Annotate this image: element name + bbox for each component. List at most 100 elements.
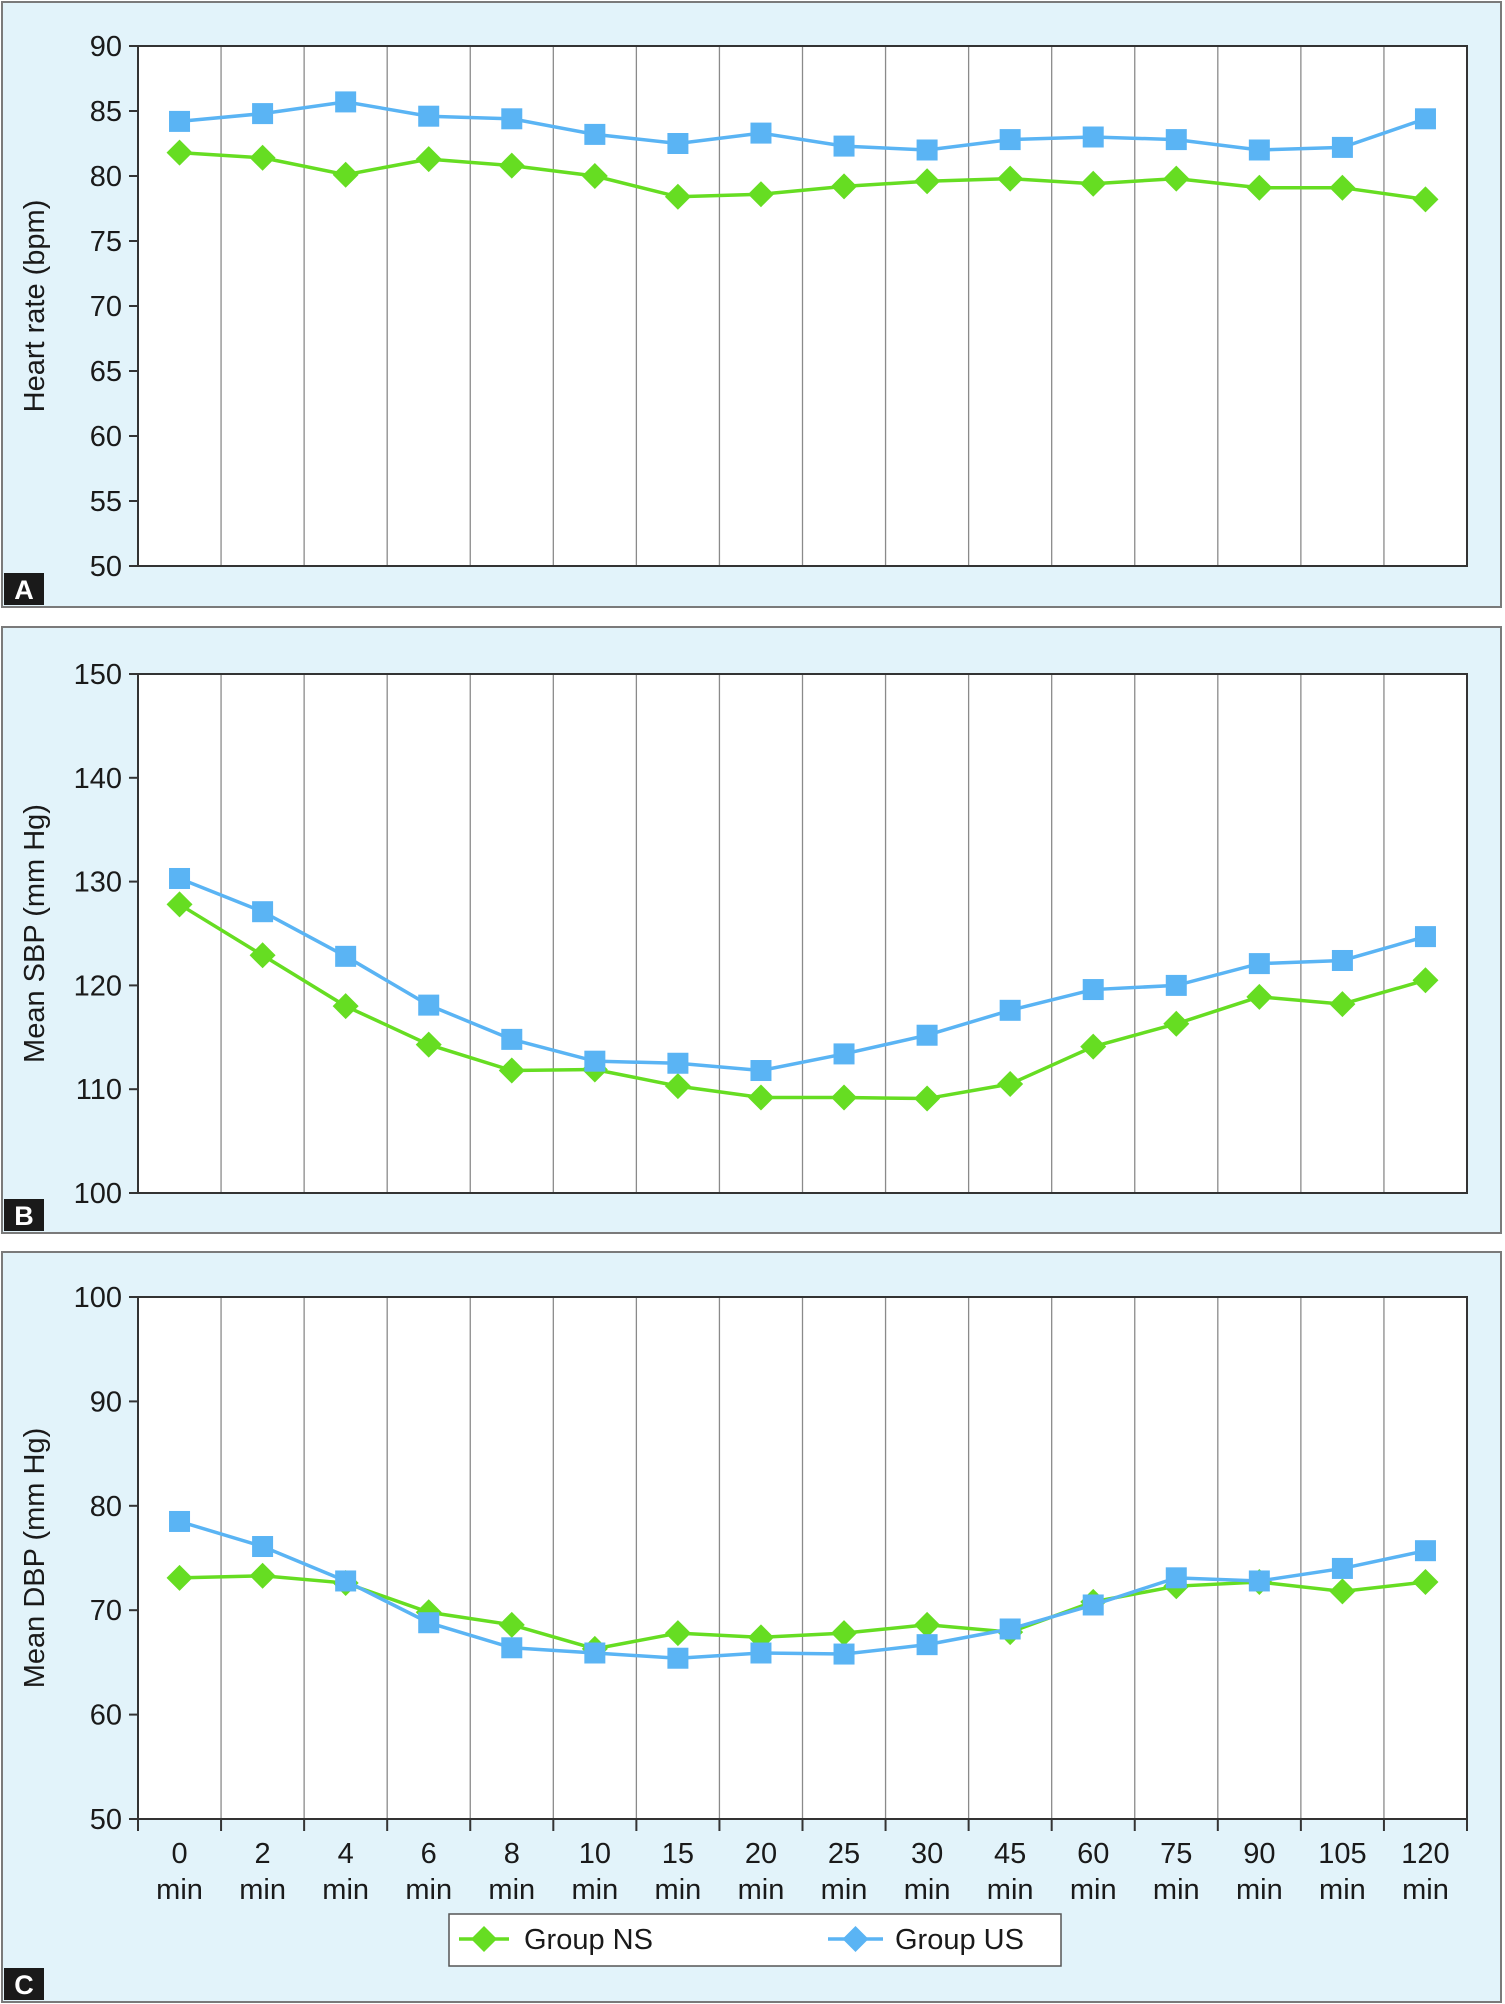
data-point xyxy=(335,945,357,967)
data-point xyxy=(498,1057,525,1084)
x-tick-label: 120 xyxy=(1401,1838,1449,1870)
data-point xyxy=(166,1564,193,1591)
data-point xyxy=(335,1570,357,1592)
series-group-ns xyxy=(166,891,1439,1112)
data-point xyxy=(667,1052,689,1074)
series-line xyxy=(178,902,1426,1101)
data-point xyxy=(498,1611,525,1638)
data-point xyxy=(833,1043,855,1065)
data-point xyxy=(249,1562,276,1589)
data-point xyxy=(498,152,525,179)
data-point xyxy=(418,1612,440,1634)
legend-label: Group US xyxy=(895,1924,1024,1956)
data-point xyxy=(1412,1569,1439,1596)
legend-entry: Group NS xyxy=(459,1924,653,1956)
legend-label: Group NS xyxy=(524,1924,653,1956)
x-tick-label-unit: min xyxy=(655,1874,702,1906)
data-point xyxy=(750,122,772,144)
x-tick-label: 2 xyxy=(255,1838,271,1870)
series-group-ns xyxy=(166,139,1439,213)
legend-marker xyxy=(471,1926,497,1952)
x-tick-label: 25 xyxy=(828,1838,860,1870)
data-point xyxy=(332,993,359,1020)
x-tick-label-unit: min xyxy=(405,1874,452,1906)
series-group-us xyxy=(169,867,1436,1082)
data-point xyxy=(335,91,357,113)
data-point xyxy=(831,1084,858,1111)
data-point xyxy=(1163,165,1190,192)
data-point xyxy=(997,1071,1024,1098)
data-point xyxy=(1080,1033,1107,1060)
data-point xyxy=(1163,1010,1190,1037)
series-line xyxy=(178,876,1426,1073)
x-tick-label-unit: min xyxy=(987,1874,1034,1906)
x-tick-label-unit: min xyxy=(239,1874,286,1906)
data-point xyxy=(831,1620,858,1647)
data-point xyxy=(664,1073,691,1100)
data-point xyxy=(1165,974,1187,996)
x-tick-label-unit: min xyxy=(1402,1874,1449,1906)
legend-entry: Group US xyxy=(828,1924,1024,1956)
data-point xyxy=(584,1642,606,1664)
data-point xyxy=(1248,1570,1270,1592)
legend-marker xyxy=(842,1926,869,1952)
y-tick-label: 65 xyxy=(90,356,122,388)
data-point xyxy=(750,1060,772,1082)
data-point xyxy=(501,108,523,130)
data-point xyxy=(418,994,440,1016)
panel-label-badge xyxy=(4,573,44,605)
y-tick-label: 130 xyxy=(74,867,122,899)
y-axis-label: Mean SBP (mm Hg) xyxy=(19,804,51,1063)
y-tick-label: 60 xyxy=(90,1700,122,1732)
panel-label-badge xyxy=(4,1199,44,1231)
x-tick-label-unit: min xyxy=(821,1874,868,1906)
x-tick-label: 15 xyxy=(662,1838,694,1870)
data-point xyxy=(747,1084,774,1111)
x-tick-label-unit: min xyxy=(571,1874,618,1906)
data-point xyxy=(1329,1578,1356,1605)
data-point xyxy=(914,1085,941,1112)
x-tick-label-unit: min xyxy=(738,1874,785,1906)
x-tick-label: 4 xyxy=(338,1838,354,1870)
x-tick-label-unit: min xyxy=(322,1874,369,1906)
data-point xyxy=(501,1637,523,1659)
data-point xyxy=(1246,174,1273,201)
data-point xyxy=(914,1611,941,1638)
data-point xyxy=(750,1642,772,1664)
data-point xyxy=(1331,1557,1353,1579)
data-point xyxy=(169,110,191,132)
data-point xyxy=(914,168,941,195)
data-point xyxy=(252,1536,274,1558)
x-tick-label-unit: min xyxy=(156,1874,203,1906)
y-tick-label: 55 xyxy=(90,486,122,518)
data-point xyxy=(831,173,858,200)
legend: Group NS Group US xyxy=(448,1913,1062,1967)
panel-c: 50 60 70 80 90 100 Mean DBP (mm Hg) C 0 min 2 min 4 m… xyxy=(1,1251,1502,2003)
data-point xyxy=(501,1028,523,1050)
data-point xyxy=(169,867,191,889)
data-point xyxy=(332,161,359,188)
data-point xyxy=(581,163,608,189)
x-tick-label-unit: min xyxy=(904,1874,951,1906)
x-tick-label: 105 xyxy=(1318,1838,1366,1870)
data-point xyxy=(1246,983,1273,1010)
panel-a: 50 55 60 65 70 75 80 85 90 Heart rate (bpm) A xyxy=(1,1,1502,608)
data-point xyxy=(415,146,442,173)
series-group-us xyxy=(169,1510,1436,1669)
data-point xyxy=(1412,186,1439,213)
y-tick-label: 70 xyxy=(90,1595,122,1627)
legend-box xyxy=(448,1913,1062,1967)
panel-label: C xyxy=(14,1970,34,2000)
y-tick-label: 100 xyxy=(74,1282,122,1314)
data-point xyxy=(667,1647,689,1669)
data-point xyxy=(1412,967,1439,994)
panel-b: 100 110 120 130 140 150 Mean SBP (mm Hg) B xyxy=(1,626,1502,1234)
data-point xyxy=(999,1618,1021,1640)
x-tick-label-unit: min xyxy=(1319,1874,1366,1906)
data-point xyxy=(169,1510,191,1532)
data-point xyxy=(1329,174,1356,201)
panel-label: B xyxy=(14,1201,34,1231)
series-group-us xyxy=(169,91,1436,161)
x-tick-label-unit: min xyxy=(1236,1874,1283,1906)
x-tick-label-unit: min xyxy=(1070,1874,1117,1906)
